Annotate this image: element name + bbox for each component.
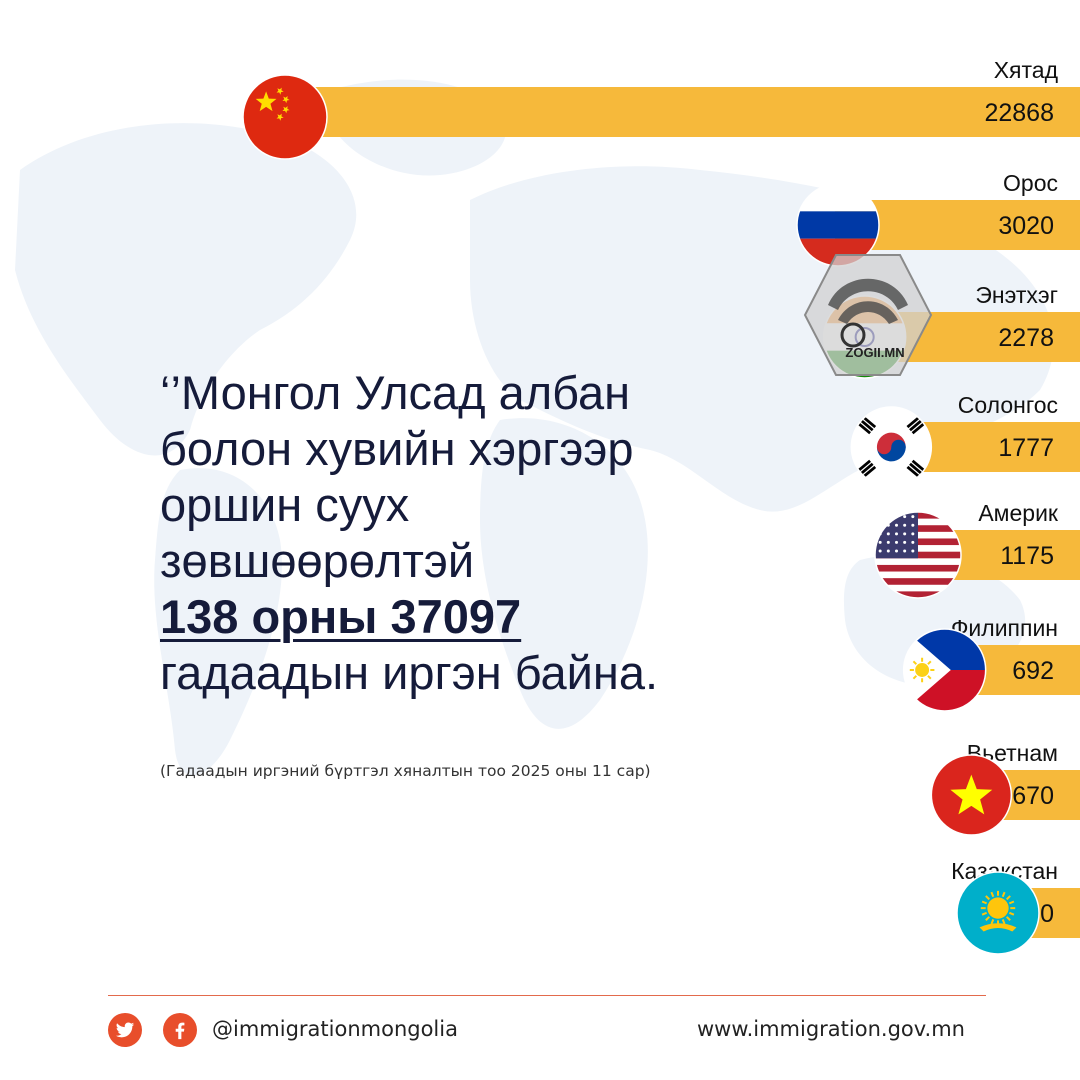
value-label-south-korea: 1777	[998, 434, 1054, 462]
source-note: (Гадаадын иргэний бүртгэл хяналтын тоо 2…	[160, 762, 651, 780]
country-label-russia: Орос	[1003, 170, 1058, 196]
watermark-text: ZOGII.MN	[845, 345, 904, 360]
country-label-india: Энэтхэг	[975, 282, 1058, 308]
country-label-south-korea: Солонгос	[958, 392, 1058, 418]
watermark-logo: ZOGII.MN	[803, 254, 933, 376]
flag-usa-icon	[875, 512, 961, 598]
flag-outline	[242, 74, 328, 160]
value-label-usa: 1175	[1000, 542, 1054, 570]
flag-outline	[956, 871, 1040, 955]
flag-china-icon	[243, 75, 327, 159]
flag-outline	[874, 511, 962, 599]
footer-divider	[108, 995, 986, 996]
flag-kazakhstan-icon	[957, 872, 1039, 954]
twitter-button[interactable]	[108, 1013, 142, 1047]
value-label-india: 2278	[998, 324, 1054, 352]
value-label-vietnam: 670	[1012, 782, 1054, 810]
bar-china	[290, 87, 1080, 137]
social-handle[interactable]: @immigrationmongolia	[212, 1017, 458, 1041]
facebook-button[interactable]	[163, 1013, 197, 1047]
headline-line-3: оршин суух	[160, 478, 410, 531]
headline-line-6: гадаадын иргэн байна.	[160, 646, 659, 699]
flag-outline	[902, 628, 987, 712]
headline-line-2: болон хувийн хэргээр	[160, 422, 634, 475]
twitter-icon	[115, 1022, 135, 1038]
flag-south-korea-icon	[851, 407, 932, 487]
facebook-icon	[175, 1022, 185, 1040]
flag-outline	[850, 406, 933, 488]
headline: ‘’Монгол Улсад албан болон хувийн хэргээ…	[160, 365, 740, 701]
country-label-china: Хятад	[994, 57, 1059, 83]
value-label-philippines: 692	[1012, 657, 1054, 685]
country-label-usa: Америк	[978, 500, 1059, 526]
flag-vietnam-icon	[931, 755, 1012, 835]
value-label-china: 22868	[984, 99, 1054, 127]
value-label-russia: 3020	[998, 212, 1054, 240]
headline-line-4: зөвшөөрөлтэй	[160, 534, 475, 587]
website-link[interactable]: www.immigration.gov.mn	[696, 1017, 965, 1041]
headline-line-1: ‘’Монгол Улсад албан	[160, 366, 631, 419]
flag-outline	[930, 754, 1013, 836]
headline-highlight: 138 орны 37097	[160, 590, 522, 643]
